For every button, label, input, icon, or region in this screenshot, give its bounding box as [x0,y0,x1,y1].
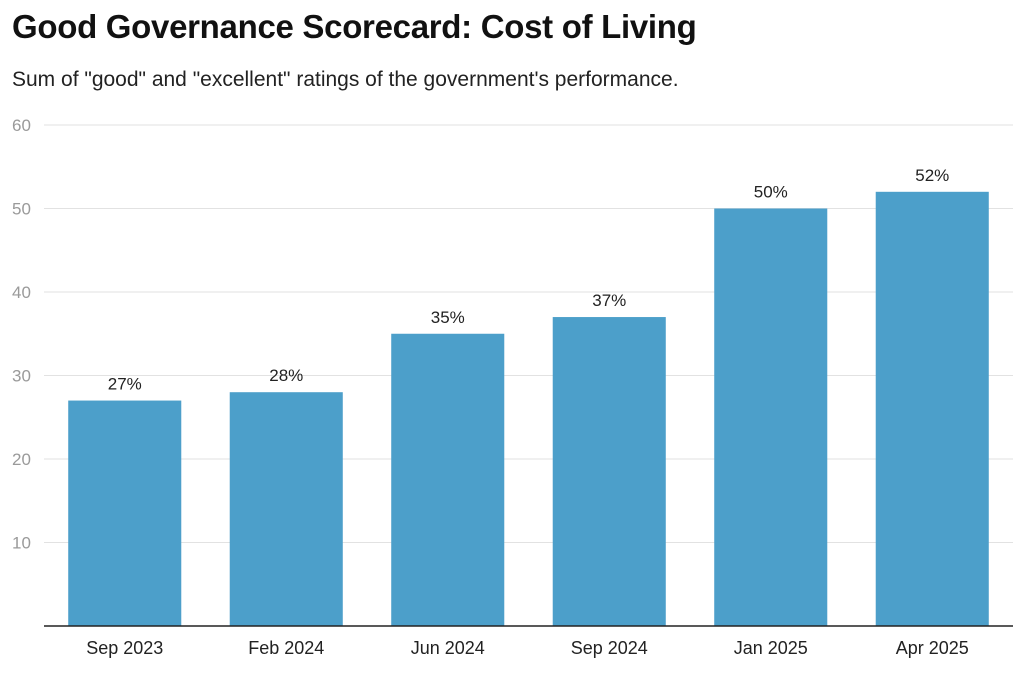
x-tick-label-1: Feb 2024 [248,638,324,658]
x-tick-label-0: Sep 2023 [86,638,163,658]
chart-subtitle: Sum of "good" and "excellent" ratings of… [12,68,679,91]
bars [68,191,989,627]
y-tick-label-20: 20 [12,450,31,469]
x-tick-label-5: Apr 2025 [896,638,969,658]
x-tick-label-2: Jun 2024 [411,638,485,658]
data-label-0: 27% [108,375,142,394]
data-label-5: 52% [915,166,949,185]
y-tick-label-60: 60 [12,116,31,135]
bar-2 [391,333,505,626]
y-tick-label-40: 40 [12,283,31,302]
axes: 10 20 30 40 50 60 Sep 2023 Feb 2024 Jun 2024 Sep … [12,116,1013,658]
data-label-2: 35% [431,308,465,327]
bar-5 [875,191,989,627]
bar-4 [714,208,828,626]
data-label-1: 28% [269,366,303,385]
bar-1 [229,392,343,626]
data-label-3: 37% [592,291,626,310]
data-labels: 27% 28% 35% 37% 50% 52% [108,166,950,394]
y-tick-label-10: 10 [12,534,31,553]
x-tick-label-3: Sep 2024 [571,638,648,658]
bar-3 [552,317,666,626]
x-tick-label-4: Jan 2025 [734,638,808,658]
y-tick-label-30: 30 [12,367,31,386]
gridlines [44,124,1013,543]
chart-title: Good Governance Scorecard: Cost of Livin… [12,8,697,45]
y-tick-label-50: 50 [12,200,31,219]
bar-0 [68,400,182,626]
data-label-4: 50% [754,183,788,202]
